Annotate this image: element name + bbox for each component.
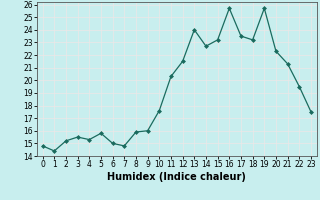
X-axis label: Humidex (Indice chaleur): Humidex (Indice chaleur)	[108, 172, 246, 182]
